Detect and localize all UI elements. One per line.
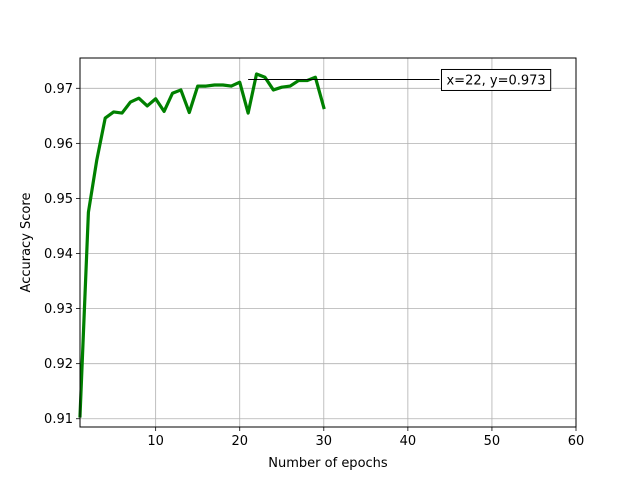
x-tick-label: 60	[568, 434, 585, 449]
axis-ticks: 10 20 30 40 50 60 0.91 0.92 0.93 0.94 0.95 0.96 0.97	[44, 82, 584, 449]
y-tick-label: 0.95	[44, 192, 73, 207]
x-axis-label: Number of epochs	[268, 456, 388, 471]
x-tick-label: 10	[147, 434, 164, 449]
plot-frame	[79, 57, 577, 428]
y-tick-label: 0.93	[44, 302, 73, 317]
grid-lines	[80, 58, 577, 427]
annotation-layer: x=22, y=0.973	[248, 68, 552, 91]
accuracy-series-line	[78, 72, 326, 418]
x-tick-label: 20	[231, 434, 248, 449]
y-tick-label: 0.92	[44, 357, 73, 372]
y-tick-label: 0.91	[44, 412, 73, 427]
series-layer	[78, 72, 326, 418]
y-tick-label: 0.94	[44, 247, 73, 262]
y-axis-label: Accuracy Score	[19, 193, 34, 293]
annotation-box	[440, 68, 552, 91]
y-tick-label: 0.96	[44, 137, 73, 152]
x-tick-label: 30	[316, 434, 333, 449]
x-tick-label: 40	[400, 434, 417, 449]
y-tick-label: 0.97	[44, 82, 73, 97]
x-tick-label: 50	[484, 434, 501, 449]
annotation-text: x=22, y=0.973	[446, 73, 545, 88]
